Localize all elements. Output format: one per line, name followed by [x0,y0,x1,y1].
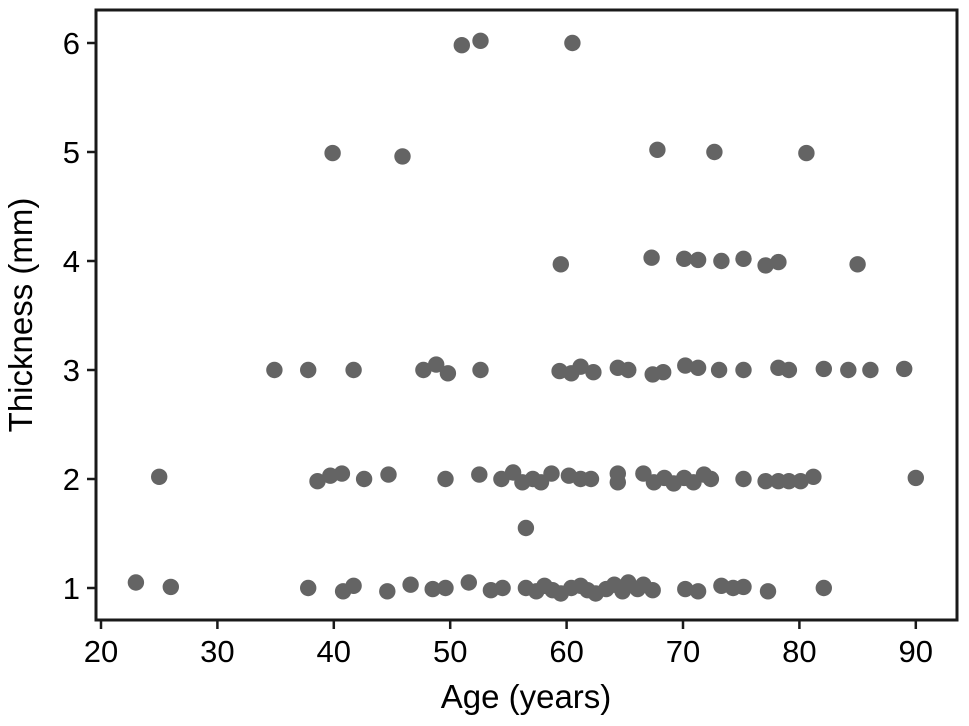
data-point [815,579,832,597]
data-point [415,361,432,379]
data-point [862,361,879,379]
data-point [644,582,661,599]
data-point [798,144,815,162]
data-point [780,361,798,379]
data-point [151,468,168,485]
x-tick-label: 30 [200,634,234,669]
data-point [735,470,752,488]
x-tick-label: 90 [899,634,933,669]
data-point [896,360,913,378]
data-point [494,579,511,597]
data-point [689,359,707,376]
y-tick-label: 6 [63,26,80,61]
data-point [379,583,396,600]
data-point [735,250,752,267]
y-axis-tick-labels: 1 2 3 4 5 6 [63,26,80,606]
data-point [757,473,774,490]
data-point [689,251,707,269]
data-point [735,578,752,596]
data-point [677,580,694,598]
data-point [677,357,694,374]
data-point [472,361,489,379]
data-point [564,34,581,52]
data-point [770,253,787,271]
data-point [266,361,283,379]
data-point [620,361,637,379]
data-point [300,579,317,597]
x-axis-title: Age (years) [441,678,612,715]
data-point [907,469,924,487]
data-point [713,252,730,270]
data-point [453,37,470,54]
data-point [676,250,693,267]
plot-area [94,8,959,622]
y-tick-label: 2 [63,462,80,497]
data-point [805,468,822,485]
data-point [355,470,373,488]
data-point [840,361,857,379]
data-point [333,465,351,482]
data-point [759,583,777,600]
data-point [472,32,489,49]
data-point [517,519,535,537]
data-points [127,32,924,602]
x-tick-label: 50 [433,634,467,669]
data-point [572,358,589,375]
y-tick-label: 4 [63,244,80,279]
data-point [309,473,326,490]
y-axis-ticks [87,41,96,590]
data-point [815,360,832,378]
y-tick-label: 5 [63,135,80,170]
data-point [324,144,341,162]
data-point [585,364,602,381]
data-point [402,576,419,593]
data-point [757,257,774,274]
x-tick-label: 70 [666,634,700,669]
data-point [543,465,560,482]
x-tick-label: 60 [549,634,583,669]
x-tick-label: 80 [782,634,816,669]
data-point [437,470,454,488]
data-point [380,466,397,483]
data-point [735,361,752,379]
data-point [849,256,866,273]
data-point [780,473,798,490]
data-point [345,577,362,594]
data-point [439,365,457,382]
data-point [702,470,720,488]
data-point [552,256,569,273]
data-point [649,141,666,158]
data-point [460,574,477,591]
data-point [424,580,441,598]
data-point [394,148,411,165]
data-point [428,356,445,373]
data-point [437,579,454,597]
data-point [689,583,707,600]
data-point [643,249,660,266]
data-point [710,361,728,379]
data-point [655,364,672,381]
y-tick-label: 1 [63,571,80,606]
data-point [792,473,809,490]
x-tick-label: 40 [317,634,351,669]
data-point [582,470,600,488]
y-tick-label: 3 [63,353,80,388]
data-point [345,361,362,379]
data-point [471,466,488,483]
data-point [127,574,145,591]
data-point [609,474,626,491]
data-point [300,361,317,379]
data-point [706,143,723,161]
data-point [162,578,179,596]
x-tick-label: 20 [84,634,118,669]
x-axis-tick-labels: 20 30 40 50 60 70 80 90 [84,634,933,669]
x-axis-ticks [99,620,918,629]
y-axis-title: Thickness (mm) [2,198,39,433]
